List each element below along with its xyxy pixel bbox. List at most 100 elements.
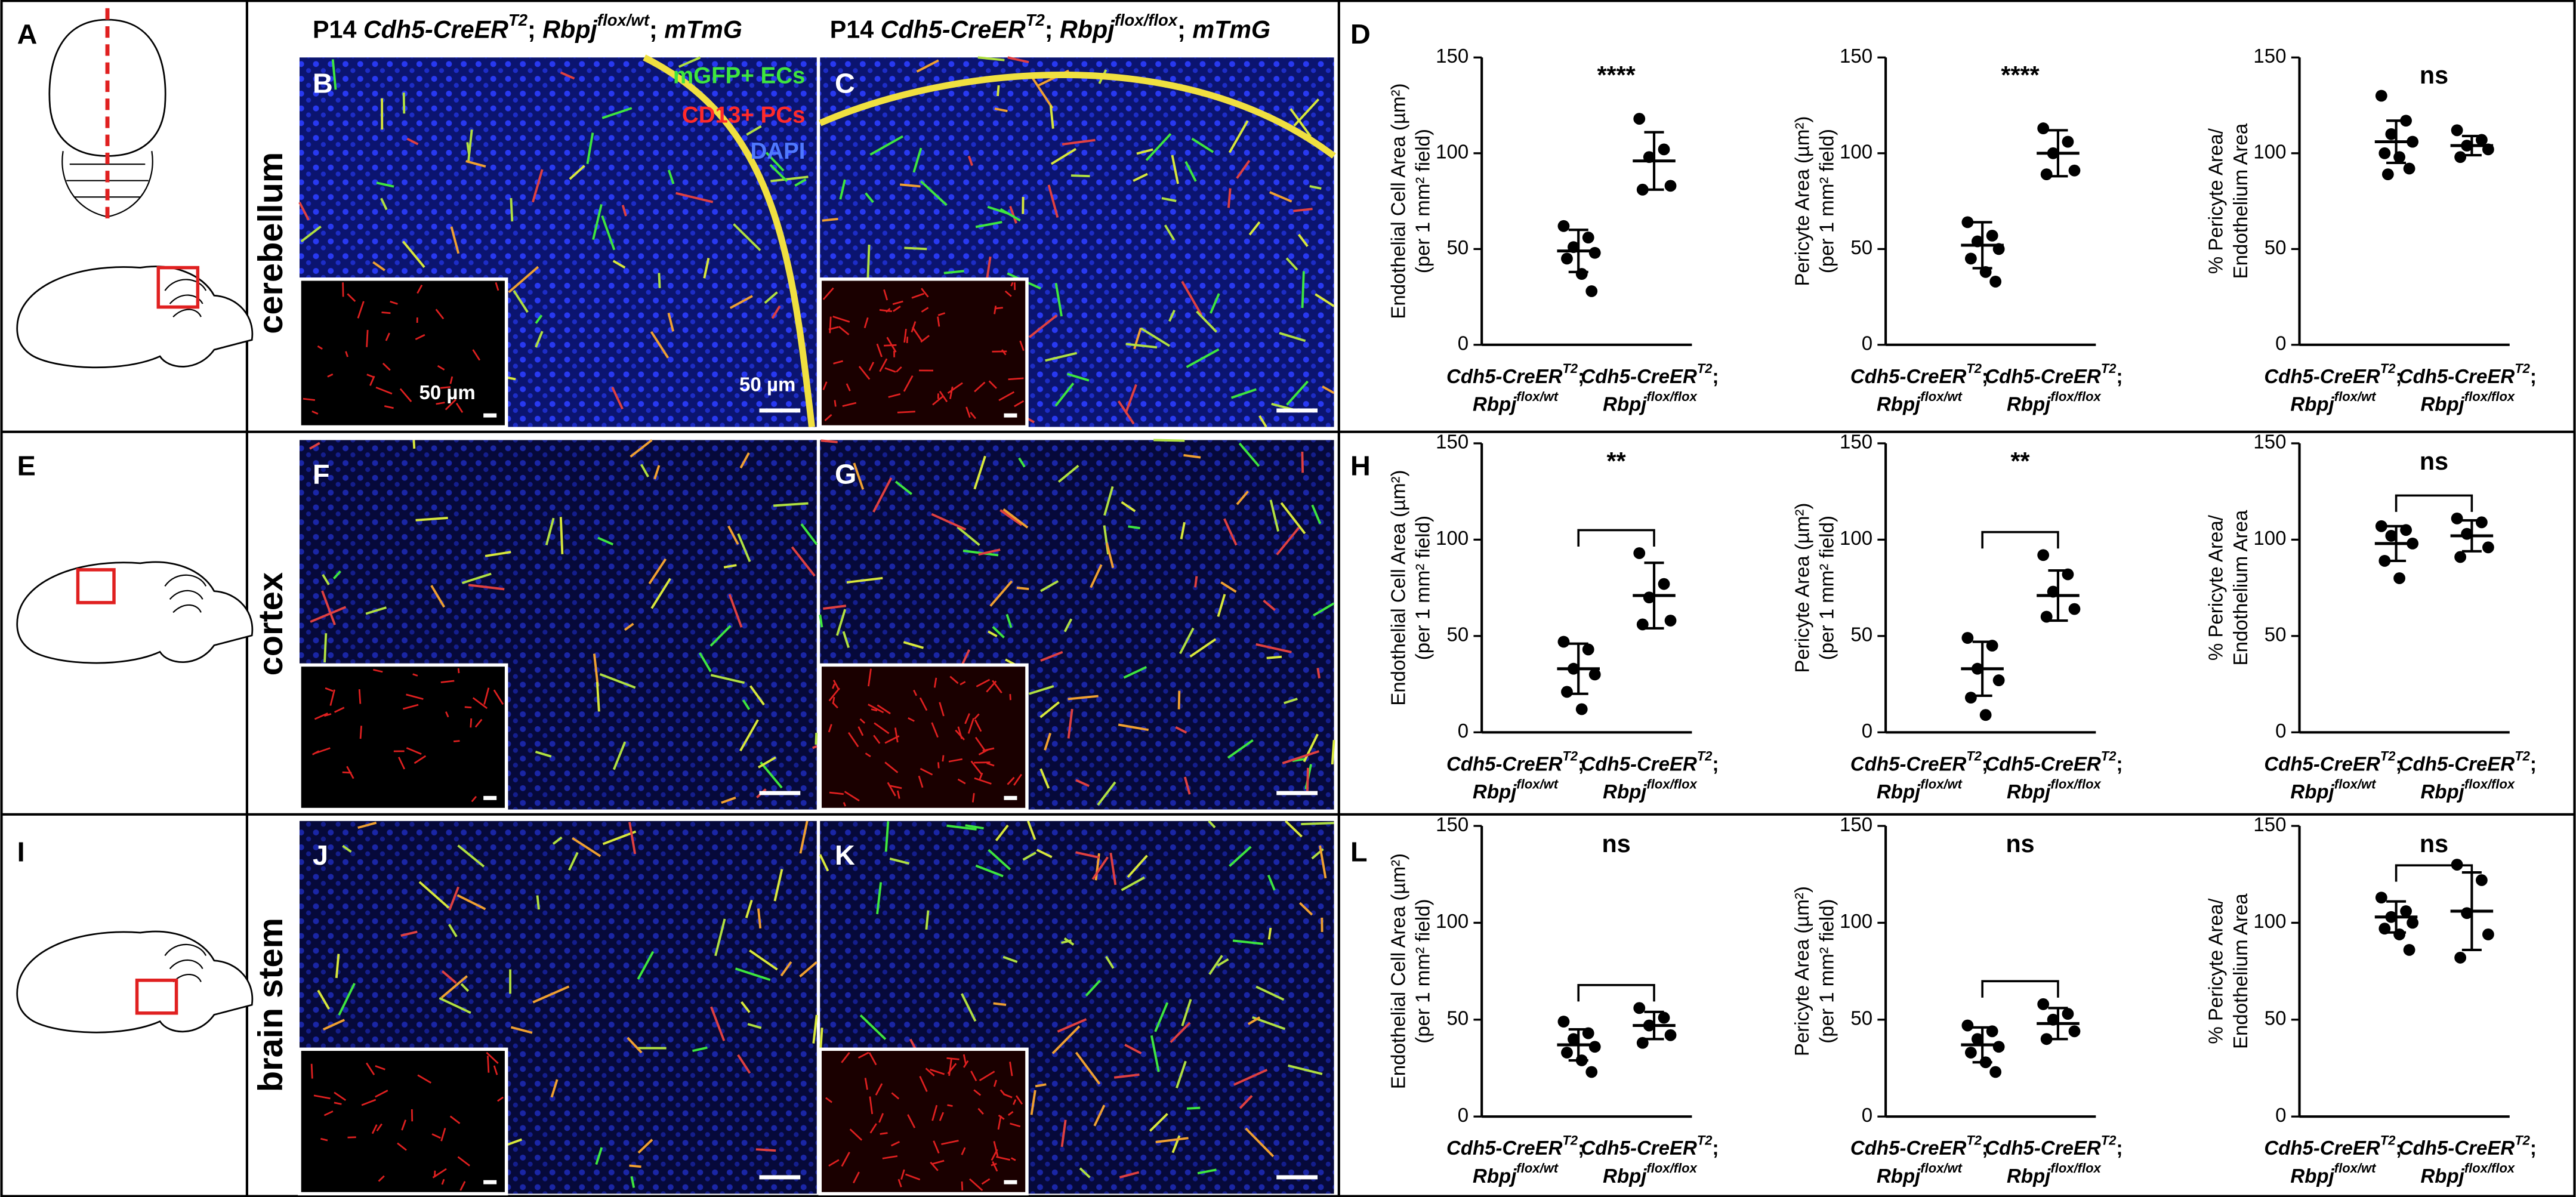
data-point: [1658, 1011, 1670, 1024]
vessel: [648, 558, 667, 585]
inset-vessel: [843, 802, 846, 807]
vessel: [692, 1046, 708, 1052]
inset-vessel: [970, 1070, 977, 1082]
y-axis-label: (per 1 mm² field): [1412, 899, 1434, 1044]
inset-vessel: [329, 689, 335, 706]
vessel: [1220, 581, 1237, 593]
inset-vessel: [965, 406, 971, 418]
inset-vessel: [841, 1052, 850, 1063]
inset-vessel: [947, 382, 963, 394]
vessel: [637, 951, 655, 980]
header-part: P14: [313, 16, 363, 43]
inset-vessel: [883, 289, 889, 301]
inset-vessel: [417, 285, 423, 294]
data-point: [2062, 135, 2074, 148]
panel-label: L: [1350, 836, 1368, 867]
channel-legend: mGFP+ ECs: [673, 63, 806, 89]
inset-vessel: [871, 708, 878, 712]
x-tick-label: Cdh5-CreERT2;: [1581, 361, 1719, 387]
vessel: [1140, 327, 1170, 347]
inset-vessel: [986, 762, 995, 767]
vessel: [714, 918, 726, 957]
vessel: [912, 147, 923, 173]
x-tick-label-part: Rbpj: [1473, 780, 1517, 803]
significance: **: [2010, 448, 2030, 475]
x-tick-label-part: ;: [1713, 1137, 1719, 1159]
vessel: [1217, 594, 1226, 617]
x-tick-label-part: Cdh5-CreER: [2264, 365, 2380, 387]
panel-label: F: [313, 458, 330, 489]
inset-vessel: [939, 391, 948, 403]
x-tick-label-part: ;: [1578, 752, 1584, 775]
vessel: [1196, 310, 1218, 333]
vessel: [1057, 1018, 1087, 1033]
vessel: [1016, 587, 1029, 590]
vessel: [372, 261, 385, 272]
vessel: [799, 820, 809, 854]
inset-vessel: [445, 399, 456, 411]
vessel: [967, 156, 973, 166]
inset-vessel: [996, 1156, 1010, 1161]
data-point: [1561, 1047, 1573, 1059]
vessel: [485, 551, 511, 557]
inset-vessel: [358, 689, 362, 704]
header-part: ;: [1177, 16, 1192, 43]
data-point: [1986, 229, 1998, 242]
y-tick-label: 50: [1446, 236, 1469, 258]
inset-vessel: [311, 411, 319, 415]
inset-vessel: [493, 689, 504, 705]
inset-vessel: [925, 1068, 935, 1076]
vessel: [872, 477, 893, 513]
vessel: [1186, 1106, 1201, 1110]
data-point: [1961, 632, 1974, 644]
x-tick-label: Rbpjflox/flox: [2420, 1161, 2515, 1187]
inset-vessel: [888, 393, 901, 398]
y-tick-label: 0: [1862, 720, 1872, 742]
vessel: [709, 625, 732, 647]
vessel: [1269, 499, 1279, 532]
vessel: [653, 465, 661, 480]
vessel: [1113, 1073, 1140, 1079]
vessel: [1210, 293, 1220, 314]
data-point: [1664, 1029, 1677, 1041]
inset-vessel: [868, 704, 884, 714]
x-tick-label-part: ;: [1578, 365, 1584, 387]
header-part: ;: [1045, 16, 1060, 43]
y-tick-label: 100: [2253, 910, 2286, 932]
inset-vessel: [970, 760, 982, 775]
vessel: [925, 910, 930, 930]
vessel: [1054, 382, 1075, 407]
inset-vessel: [824, 414, 832, 421]
inset-vessel: [920, 335, 930, 343]
inset-vessel: [880, 1132, 888, 1135]
vessel: [1177, 690, 1181, 709]
inset-vessel: [1013, 1099, 1017, 1105]
vessel: [742, 699, 751, 710]
inset-vessel: [937, 312, 946, 316]
data-point: [1658, 578, 1670, 590]
vessel: [729, 295, 753, 309]
data-point: [1961, 216, 1974, 229]
region-box: [135, 979, 178, 1015]
y-tick-label: 50: [1850, 236, 1872, 258]
vessel: [1279, 332, 1306, 343]
inset-vessel: [357, 301, 365, 319]
y-axis-label: (per 1 mm² field): [1816, 899, 1838, 1044]
y-axis-label: (per 1 mm² field): [1412, 129, 1434, 273]
significance-bracket: [1981, 980, 2059, 998]
inset-vessel: [366, 1062, 375, 1075]
inset-vessel: [993, 1141, 999, 1157]
inset-vessel: [486, 1051, 499, 1065]
x-tick-label-part: ;: [1713, 752, 1719, 775]
vessel: [1267, 927, 1272, 940]
y-tick-label: 100: [1840, 527, 1872, 549]
x-tick-label-part: ;: [1982, 1137, 1988, 1159]
vessel: [1121, 876, 1145, 891]
inset-vessel: [974, 381, 986, 393]
x-tick-label: Cdh5-CreERT2;: [2264, 1133, 2402, 1159]
vessel: [1267, 874, 1276, 891]
vessel: [1263, 599, 1276, 611]
data-point: [2381, 168, 2394, 181]
vessel: [1315, 293, 1335, 307]
inset-vessel: [437, 365, 445, 371]
